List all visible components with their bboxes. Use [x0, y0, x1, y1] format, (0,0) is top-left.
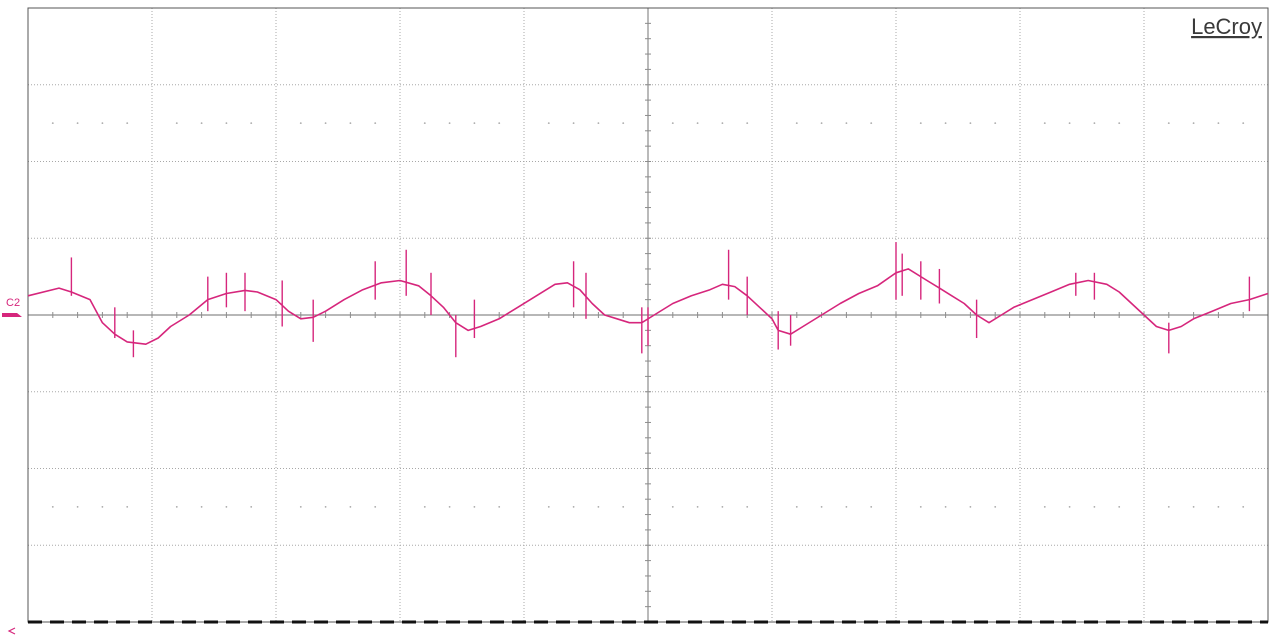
subdivision-dot [994, 122, 997, 125]
trigger-position-arrow-icon[interactable] [7, 627, 16, 635]
subdivision-dot [324, 505, 327, 508]
subdivision-dot [1068, 122, 1071, 125]
subdivision-dot [845, 122, 848, 125]
subdivision-dot [299, 505, 302, 508]
subdivision-dot [250, 122, 253, 125]
subdivision-dot [299, 122, 302, 125]
subdivision-dot [820, 122, 823, 125]
subdivision-dot [994, 505, 997, 508]
subdivision-dot [944, 122, 947, 125]
subdivision-dot [969, 122, 972, 125]
subdivision-dot [746, 505, 749, 508]
subdivision-dot [696, 505, 699, 508]
subdivision-dot [572, 122, 575, 125]
subdivision-dot [721, 122, 724, 125]
graticule-grid [28, 8, 1268, 622]
subdivision-dot [1242, 505, 1245, 508]
subdivision-dot [1167, 505, 1170, 508]
subdivision-dot [944, 505, 947, 508]
subdivision-dot [1192, 505, 1195, 508]
subdivision-dot [1217, 122, 1220, 125]
subdivision-dot [721, 505, 724, 508]
subdivision-dot [250, 505, 253, 508]
subdivision-dot [423, 505, 426, 508]
subdivision-dot [870, 505, 873, 508]
subdivision-dot [225, 122, 228, 125]
subdivision-dot [1118, 505, 1121, 508]
trace-c2-waveform [27, 268, 1269, 345]
subdivision-dot [1167, 122, 1170, 125]
subdivision-dot [572, 505, 575, 508]
subdivision-dot [1043, 122, 1046, 125]
subdivision-dot [51, 122, 54, 125]
subdivision-dot [969, 505, 972, 508]
subdivision-dot [175, 505, 178, 508]
subdivision-dot [622, 122, 625, 125]
subdivision-dot [349, 505, 352, 508]
subdivision-dot [473, 505, 476, 508]
subdivision-dot [374, 122, 377, 125]
subdivision-dot [1093, 122, 1096, 125]
trace-c2-glitch-spikes [70, 242, 1251, 358]
subdivision-dot [919, 122, 922, 125]
subdivision-dot [795, 505, 798, 508]
channel-c2-marker[interactable]: C2 [2, 297, 22, 317]
subdivision-dot [622, 505, 625, 508]
subdivision-dot [473, 122, 476, 125]
subdivision-dot [919, 505, 922, 508]
subdivision-dot [1043, 505, 1046, 508]
subdivision-dot [200, 122, 203, 125]
brand-logo: LeCroy [1191, 14, 1262, 39]
subdivision-dot [1217, 505, 1220, 508]
subdivision-dot [126, 505, 129, 508]
subdivision-dot [324, 122, 327, 125]
subdivision-dot [175, 122, 178, 125]
subdivision-dot [76, 505, 79, 508]
subdivision-dot [101, 122, 104, 125]
subdivision-dot [597, 122, 600, 125]
subdivision-dot [1068, 505, 1071, 508]
subdivision-dot [349, 122, 352, 125]
subdivision-dot [498, 122, 501, 125]
subdivision-dot [696, 122, 699, 125]
subdivision-dot [448, 122, 451, 125]
channel-c2-label: C2 [6, 297, 20, 309]
subdivision-dot [795, 122, 798, 125]
subdivision-dot [1093, 505, 1096, 508]
subdivision-dot [820, 505, 823, 508]
subdivision-dot [597, 505, 600, 508]
subdivision-dot [126, 122, 129, 125]
subdivision-dot [448, 505, 451, 508]
subdivision-dot [374, 505, 377, 508]
subdivision-dot [547, 505, 550, 508]
subdivision-dot [671, 505, 674, 508]
subdivision-dot [101, 505, 104, 508]
subdivision-dot [200, 505, 203, 508]
subdivision-dot [746, 122, 749, 125]
subdivision-dot [51, 505, 54, 508]
subdivision-dot [845, 505, 848, 508]
subdivision-dot [498, 505, 501, 508]
subdivision-dot [1192, 122, 1195, 125]
subdivision-dot [76, 122, 79, 125]
subdivision-dot [1242, 122, 1245, 125]
graticule-dot-rows [51, 122, 1245, 508]
subdivision-dot [671, 122, 674, 125]
subdivision-dot [870, 122, 873, 125]
subdivision-dot [225, 505, 228, 508]
subdivision-dot [1118, 122, 1121, 125]
channel-c2-offset-marker-icon[interactable] [2, 313, 22, 317]
subdivision-dot [547, 122, 550, 125]
subdivision-dot [423, 122, 426, 125]
